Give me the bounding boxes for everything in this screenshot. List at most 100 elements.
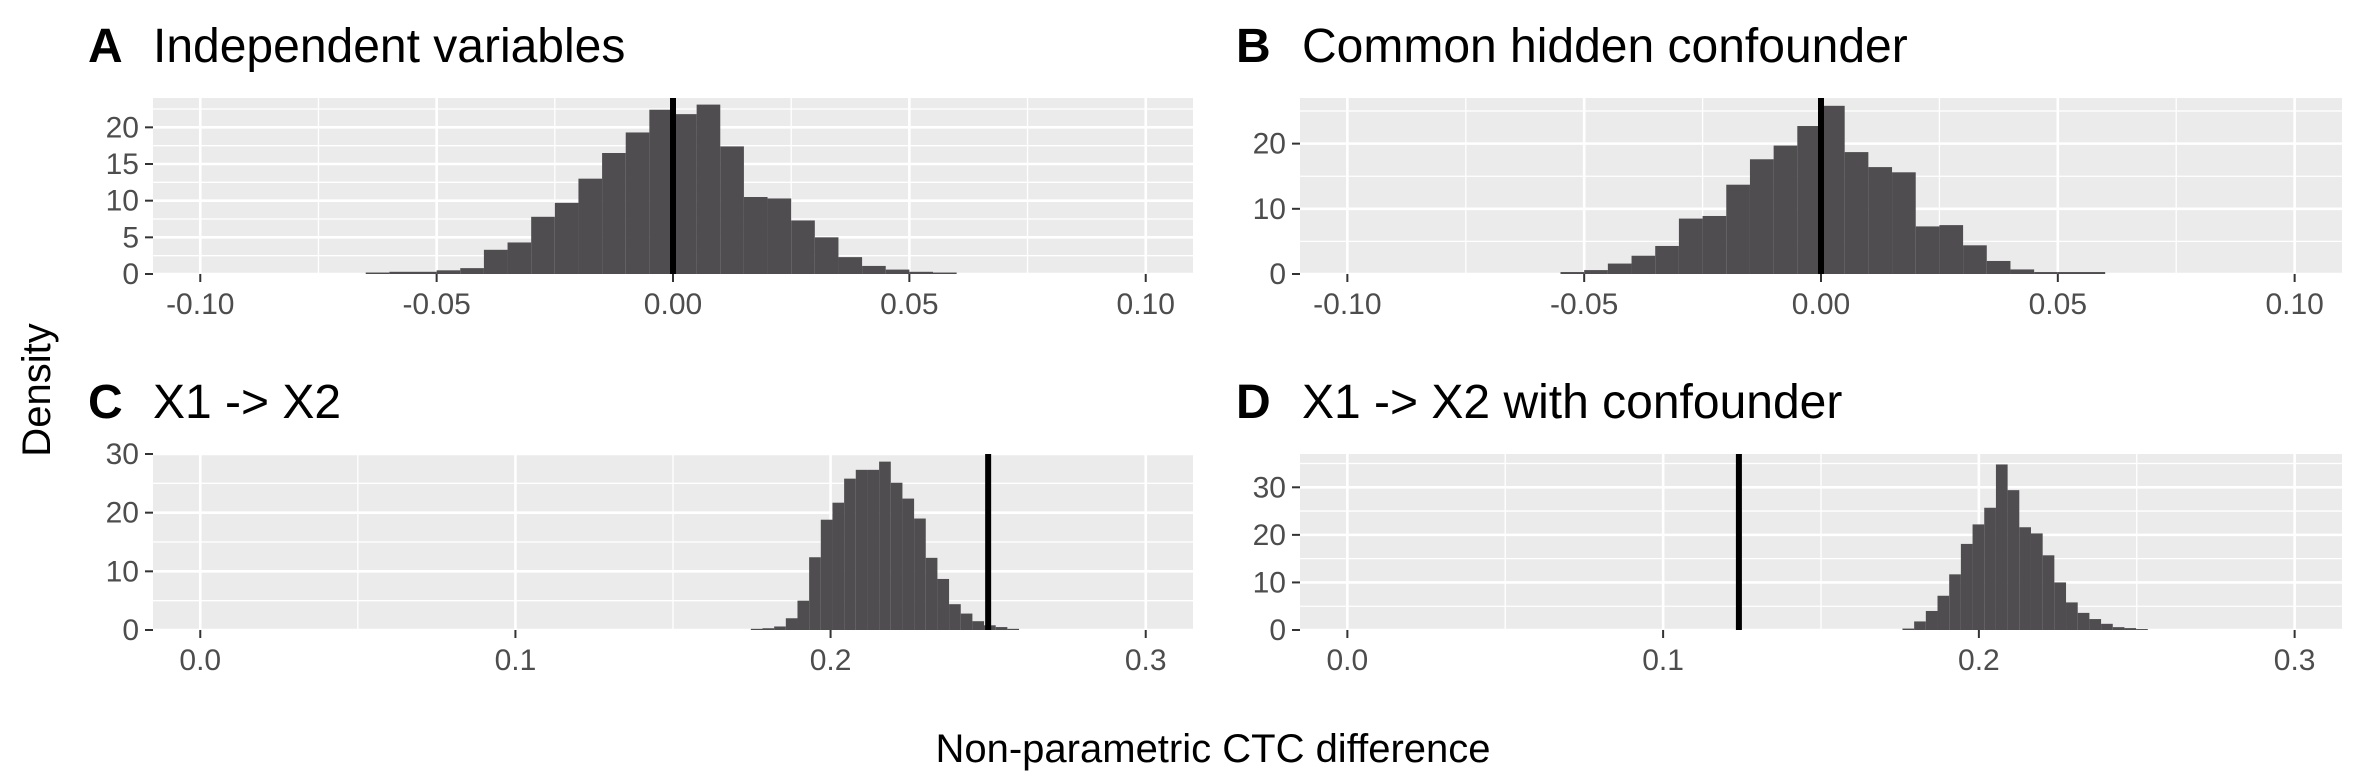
panel-c-bar-12 <box>890 482 903 630</box>
panel-b-bar-5 <box>1678 218 1703 274</box>
panel-b-x-tick-label-3: 0.05 <box>2029 288 2087 321</box>
panel-c-bar-14 <box>914 518 926 630</box>
panel-b-bar-1 <box>1584 270 1608 274</box>
panel-a-bar-19 <box>814 237 839 274</box>
panel-a: A Independent variables -0.10 -0.05 0.00 0.… <box>88 20 1193 321</box>
panel-b-bar-18 <box>1986 260 2011 274</box>
panel-c-bar-15 <box>925 557 938 630</box>
panel-c-bar-22 <box>1007 628 1020 630</box>
panel-a-y-tick-label-1: 5 <box>122 221 139 254</box>
panel-a-x-tick-label-1: -0.05 <box>402 288 470 321</box>
panel-d-y-tick-label-3: 30 <box>1253 471 1286 504</box>
panel-d-bar-6 <box>1972 524 1985 630</box>
panel-c-bar-11 <box>879 461 891 630</box>
panel-c-bar-2 <box>774 626 786 630</box>
panel-a-y-tick-label-2: 10 <box>106 185 139 218</box>
panel-b-bar-11 <box>1821 105 1845 274</box>
panel-a-bar-11 <box>625 132 650 274</box>
panel-a-y-tick-label-3: 15 <box>106 148 139 181</box>
panel-d-bar-9 <box>2007 490 2020 630</box>
panel-c-bar-0 <box>750 628 763 630</box>
panel-a-bar-8 <box>554 202 579 274</box>
panel-b-letter: B <box>1236 20 1271 73</box>
panel-d-y-tick-label-0: 0 <box>1269 614 1286 647</box>
panel-c-x-tick-label-0: 0.0 <box>179 644 221 677</box>
panel-d-x-tick-label-2: 0.2 <box>1958 644 2000 677</box>
panel-d-bar-3 <box>1937 595 1950 630</box>
panel-d-y-tick-label-2: 20 <box>1253 519 1286 552</box>
panel-c-bar-18 <box>960 613 973 630</box>
panel-b-bar-7 <box>1726 184 1750 274</box>
panel-a-bar-18 <box>791 220 815 274</box>
panel-c-bar-5 <box>809 557 821 630</box>
panel-a-x-tick-label-0: -0.10 <box>166 288 234 321</box>
panel-b-bar-4 <box>1655 245 1679 274</box>
panel-c-y-tick-label-2: 20 <box>106 497 139 530</box>
panel-c-x-tick-label-2: 0.2 <box>810 644 852 677</box>
panel-b-bar-0 <box>1560 272 1585 274</box>
panel-d-x-tick-label-1: 0.1 <box>1642 644 1684 677</box>
panel-a-bar-20 <box>838 257 863 274</box>
panel-c-y-tick-label-3: 30 <box>106 438 139 471</box>
panel-a-x-tick-label-2: 0.00 <box>644 288 702 321</box>
panel-b-bar-2 <box>1607 263 1632 274</box>
panel-d-bar-13 <box>2054 582 2067 630</box>
panel-c-bar-21 <box>995 627 1008 630</box>
panel-d-bar-16 <box>2089 619 2102 630</box>
panel-a-bar-10 <box>602 153 626 274</box>
panel-a-bar-22 <box>885 269 910 274</box>
panel-b-bar-17 <box>1963 245 1987 274</box>
panel-b-y-tick-label-0: 0 <box>1269 258 1286 291</box>
panel-d-bar-18 <box>2112 627 2125 630</box>
panel-b-x-tick-label-1: -0.05 <box>1550 288 1618 321</box>
panel-b-y-tick-label-2: 20 <box>1253 128 1286 161</box>
panel-a-x-tick-label-4: 0.10 <box>1117 288 1175 321</box>
panel-a-bar-16 <box>743 197 768 274</box>
panel-a-bar-17 <box>767 198 792 274</box>
panel-b-bar-14 <box>1892 172 1916 274</box>
panel-b-bar-19 <box>2010 269 2035 274</box>
panel-b-x-tick-label-0: -0.10 <box>1313 288 1381 321</box>
panel-c-bar-4 <box>797 600 810 630</box>
panel-a-bar-9 <box>578 178 603 274</box>
panel-d-bar-19 <box>2124 628 2137 630</box>
panel-b-y-tick-label-1: 10 <box>1253 193 1286 226</box>
panel-d-bar-7 <box>1984 507 1996 630</box>
panel-d-bar-2 <box>1925 610 1938 630</box>
panel-d-x-tick-label-0: 0.0 <box>1327 644 1369 677</box>
panel-a-bar-5 <box>483 249 508 274</box>
panel-d-bar-11 <box>2030 533 2043 630</box>
panel-a-bar-24 <box>933 272 957 274</box>
panel-a-y-tick-label-0: 0 <box>122 258 139 291</box>
panel-c-bar-3 <box>785 618 798 630</box>
panel-b-x-tick-label-4: 0.10 <box>2265 288 2323 321</box>
panel-c-bar-7 <box>832 502 845 630</box>
panel-a-bar-12 <box>649 109 673 274</box>
panel-a-title: Independent variables <box>153 20 625 73</box>
panel-d-bar-12 <box>2042 555 2055 630</box>
panel-a-bar-15 <box>720 146 744 274</box>
panel-c-y-tick-label-1: 10 <box>106 555 139 588</box>
panel-c-letter: C <box>88 376 123 429</box>
panel-a-bar-13 <box>673 114 697 274</box>
panel-b-bar-21 <box>2057 272 2082 274</box>
panel-b-bar-10 <box>1797 126 1821 274</box>
panel-b-x-tick-label-2: 0.00 <box>1792 288 1850 321</box>
panel-c-bar-1 <box>762 628 775 630</box>
panel-d-bar-1 <box>1914 621 1926 630</box>
panel-b-bar-9 <box>1773 145 1798 274</box>
panel-d-bar-5 <box>1960 543 1973 630</box>
panel-a-bar-6 <box>507 242 532 274</box>
panel-a-bar-4 <box>460 268 484 274</box>
panel-b-title: Common hidden confounder <box>1302 20 1908 73</box>
panel-c-bar-8 <box>844 478 856 630</box>
panel-d-bar-4 <box>1949 574 1961 630</box>
panel-d-letter: D <box>1236 376 1271 429</box>
panel-d-title: X1 -> X2 with confounder <box>1302 376 1842 429</box>
panel-c-bar-16 <box>937 578 950 630</box>
panel-d-bar-10 <box>2019 527 2031 630</box>
panel-c-bar-19 <box>972 621 985 630</box>
panel-c-bar-6 <box>820 519 833 630</box>
panel-c-bar-10 <box>867 469 880 630</box>
